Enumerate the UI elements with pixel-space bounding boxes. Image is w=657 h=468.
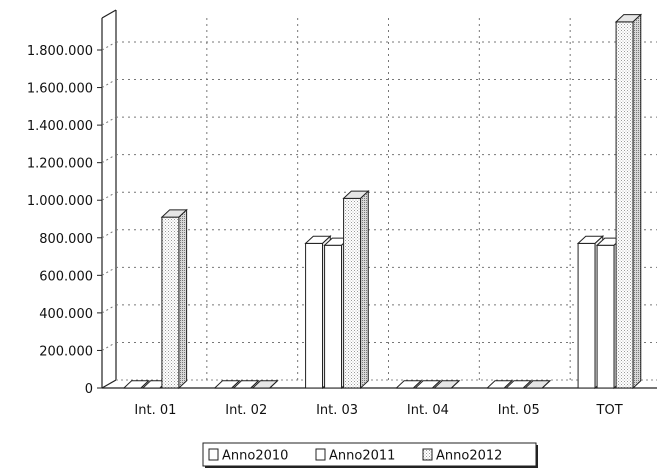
h-gridline-side <box>101 41 117 51</box>
bar <box>395 380 423 389</box>
x-tick-label: TOT <box>596 403 623 418</box>
bar-side <box>140 380 149 389</box>
x-tick-label: Int. 03 <box>316 403 358 418</box>
h-gridline-side <box>101 266 117 276</box>
x-tick-label: Int. 02 <box>225 403 267 418</box>
y-tick-label: 400.000 <box>39 307 93 322</box>
legend-swatch <box>315 448 326 461</box>
x-tick-label: Int. 01 <box>134 403 176 418</box>
y-axis-ticks: 0 200.000 400.000 600.000 800.000 1.000.000 1.… <box>27 44 102 397</box>
bar <box>342 189 370 390</box>
h-gridline-side <box>101 116 117 126</box>
legend-label: Anno2010 <box>222 449 288 464</box>
y-tick-label: 600.000 <box>39 269 93 284</box>
bar-front <box>596 244 615 389</box>
bar-front <box>343 197 362 389</box>
wall-top-edge <box>101 9 117 19</box>
y-tick-label: 1.400.000 <box>27 119 93 134</box>
bar <box>160 208 188 390</box>
bar <box>485 380 514 389</box>
h-gridline-side <box>101 79 117 88</box>
y-tick-label: 200.000 <box>39 344 93 359</box>
bar <box>504 380 533 389</box>
h-gridline-side <box>101 154 117 164</box>
h-gridline-side <box>101 191 117 201</box>
h-gridline-side <box>101 229 117 239</box>
bar-side <box>360 189 369 390</box>
bar <box>213 380 241 389</box>
bar-side <box>541 380 551 389</box>
legend-label: Anno2011 <box>329 449 395 464</box>
legend-label: Anno2012 <box>436 449 502 464</box>
h-gridline-side <box>101 304 117 314</box>
legend-box <box>202 442 537 467</box>
x-tick-label: Int. 04 <box>407 403 449 418</box>
bar-side <box>178 208 188 390</box>
bar <box>523 380 552 389</box>
legend-swatch <box>422 448 433 461</box>
bar-side <box>522 380 532 389</box>
plot-frame <box>101 9 657 389</box>
gridlines <box>101 14 657 380</box>
bars <box>122 13 643 390</box>
bar-side <box>231 380 240 389</box>
bar-side <box>413 380 422 389</box>
y-tick-label: 0 <box>85 382 93 397</box>
legend: Anno2010 Anno2011 Anno2012 <box>202 442 538 468</box>
y-tick-label: 1.600.000 <box>27 82 93 97</box>
floor-left-edge <box>101 379 117 389</box>
bar-side <box>503 380 513 389</box>
bar-side <box>632 13 642 390</box>
y-tick-label: 1.800.000 <box>27 44 93 59</box>
bar <box>414 380 442 389</box>
bar-front <box>324 244 343 389</box>
bar <box>232 380 260 389</box>
h-gridline-side <box>101 342 117 351</box>
bar <box>251 380 279 389</box>
x-axis-ticks: Int. 01 Int. 02 Int. 03 Int. 04 Int. 05 TOT <box>134 403 622 418</box>
legend-swatch <box>208 448 219 461</box>
y-tick-label: 800.000 <box>39 232 93 247</box>
bar-side <box>250 380 259 389</box>
bar-side <box>269 380 278 389</box>
bar-front <box>161 216 180 389</box>
bar <box>433 380 461 389</box>
y-tick-label: 1.200.000 <box>27 157 93 172</box>
bar-front <box>305 242 324 389</box>
bar <box>122 380 150 389</box>
bar-front <box>615 21 634 389</box>
y-tick-label: 1.000.000 <box>27 194 93 209</box>
bar-front <box>577 242 596 389</box>
bar-side <box>451 380 460 389</box>
x-tick-label: Int. 05 <box>498 403 540 418</box>
bar <box>614 13 643 390</box>
bar-side <box>432 380 441 389</box>
